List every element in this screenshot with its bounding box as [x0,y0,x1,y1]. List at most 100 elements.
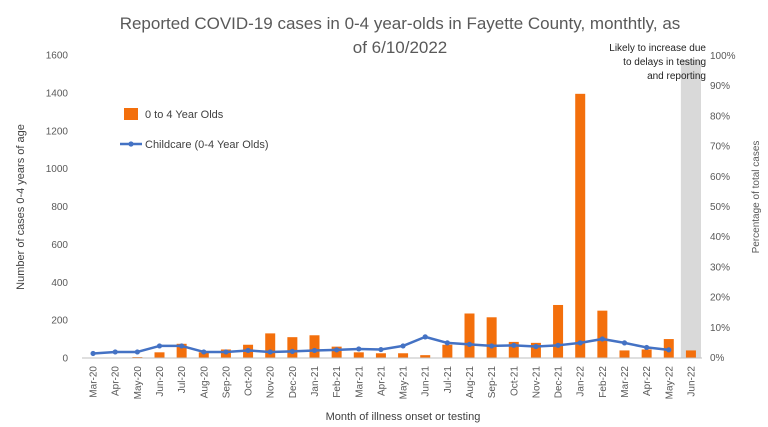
bar-series [110,93,696,359]
y-axis-right-ticks: 0% 10% 20% 30% 40% 50% 60% 70% 80% 90% 100% [710,51,736,364]
y2-tick-label: 10% [710,323,730,334]
x-axis-ticks: Mar-20 Apr-20 May-20 Jun-20 Jul-20 Aug-20 Sep-… [89,366,698,400]
y2-tick-label: 50% [710,202,730,213]
line-point [245,347,251,354]
bar [553,304,564,358]
chart-title-line-1: Reported COVID-19 cases in 0-4 year-olds… [120,14,681,33]
line-point [533,343,539,350]
bar [619,350,630,358]
x-tick-label: Apr-22 [642,366,653,396]
y2-tick-label: 30% [710,262,730,273]
bar [287,337,298,358]
line-point [400,343,406,349]
x-tick-label: Oct-20 [244,366,255,396]
bar [398,353,409,358]
y-tick-label: 200 [51,316,68,327]
bar [198,352,209,358]
x-tick-label: Dec-20 [288,366,299,399]
y2-tick-label: 20% [710,293,730,304]
bar [176,343,187,358]
x-tick-label: Jun-20 [155,366,166,397]
line-point [666,347,672,353]
line-point [334,347,340,353]
x-tick-label: Mar-22 [620,366,631,398]
bar [597,310,608,358]
x-tick-label: Feb-21 [332,366,343,398]
x-tick-label: Jul-21 [443,366,454,394]
x-tick-label: Apr-20 [111,366,122,396]
line-point [90,350,96,357]
x-tick-label: Jun-22 [686,366,697,397]
y-tick-label: 1200 [46,126,69,137]
bar [508,341,519,358]
x-tick-label: Jan-22 [576,366,587,397]
bar [641,349,652,358]
line-point [511,342,517,348]
bar [575,93,586,359]
bar [375,353,386,358]
x-tick-label: Mar-20 [89,366,100,398]
line-point [134,349,140,355]
x-tick-label: Apr-21 [376,366,387,396]
x-tick-label: Sep-21 [487,366,498,399]
x-tick-label: Aug-20 [199,366,210,399]
x-tick-label: Nov-20 [266,366,277,399]
y-tick-label: 0 [62,354,68,365]
bar [420,355,431,358]
y2-tick-label: 40% [710,232,730,243]
legend: 0 to 4 Year Olds Childcare (0-4 Year Old… [120,108,269,151]
y-tick-label: 800 [51,202,68,213]
line-point [577,340,583,346]
bar [486,317,497,358]
line-point [489,343,495,349]
bar [154,352,165,358]
x-tick-label: Jul-20 [177,366,188,394]
line-point [179,343,185,349]
bar [464,313,475,358]
x-tick-label: Mar-21 [354,366,365,398]
y-axis-left-ticks: 0 200 400 600 800 1000 1200 1400 1600 [46,51,69,365]
line-point [112,349,118,355]
y2-tick-label: 100% [710,51,736,62]
line-point [356,346,362,352]
y2-tick-label: 60% [710,172,730,183]
line-point [156,343,163,349]
bar [685,350,696,358]
x-tick-label: Oct-21 [509,366,520,396]
legend-label-line: Childcare (0-4 Year Olds) [145,139,269,151]
line-series [90,334,672,357]
y2-tick-label: 80% [710,111,730,122]
forecast-shade-band [680,60,701,358]
line-point [621,340,628,346]
legend-swatch-bars [124,108,138,120]
line-point [599,336,605,342]
y-tick-label: 1000 [46,164,69,175]
line-point [444,340,450,346]
x-tick-label: May-22 [664,366,675,400]
y2-tick-label: 0% [710,353,725,364]
x-tick-label: May-21 [399,366,410,400]
bar [353,352,364,358]
y-tick-label: 600 [51,240,68,251]
chart-title-line-2: of 6/10/2022 [353,38,448,57]
line-point [644,344,650,351]
x-tick-label: Nov-21 [531,366,542,399]
bar [530,342,541,358]
x-tick-label: Sep-20 [221,366,232,399]
line-point [378,346,384,353]
delay-annotation: Likely to increase due to delays in test… [609,43,706,82]
y-tick-label: 1400 [46,88,69,99]
annotation-line-1: Likely to increase due [609,43,706,54]
line-point [555,342,561,348]
y-axis-title: Number of cases 0-4 years of age [15,124,27,290]
annotation-line-2: to delays in testing [623,57,706,68]
line-point [311,347,318,354]
y2-tick-label: 90% [710,81,730,92]
bar [309,335,320,358]
line-point [201,349,207,355]
line-point [422,334,428,340]
chart-title: Reported COVID-19 cases in 0-4 year-olds… [120,14,681,57]
y2-tick-label: 70% [710,142,730,153]
y2-axis-title: Percentage of total cases [751,141,762,254]
